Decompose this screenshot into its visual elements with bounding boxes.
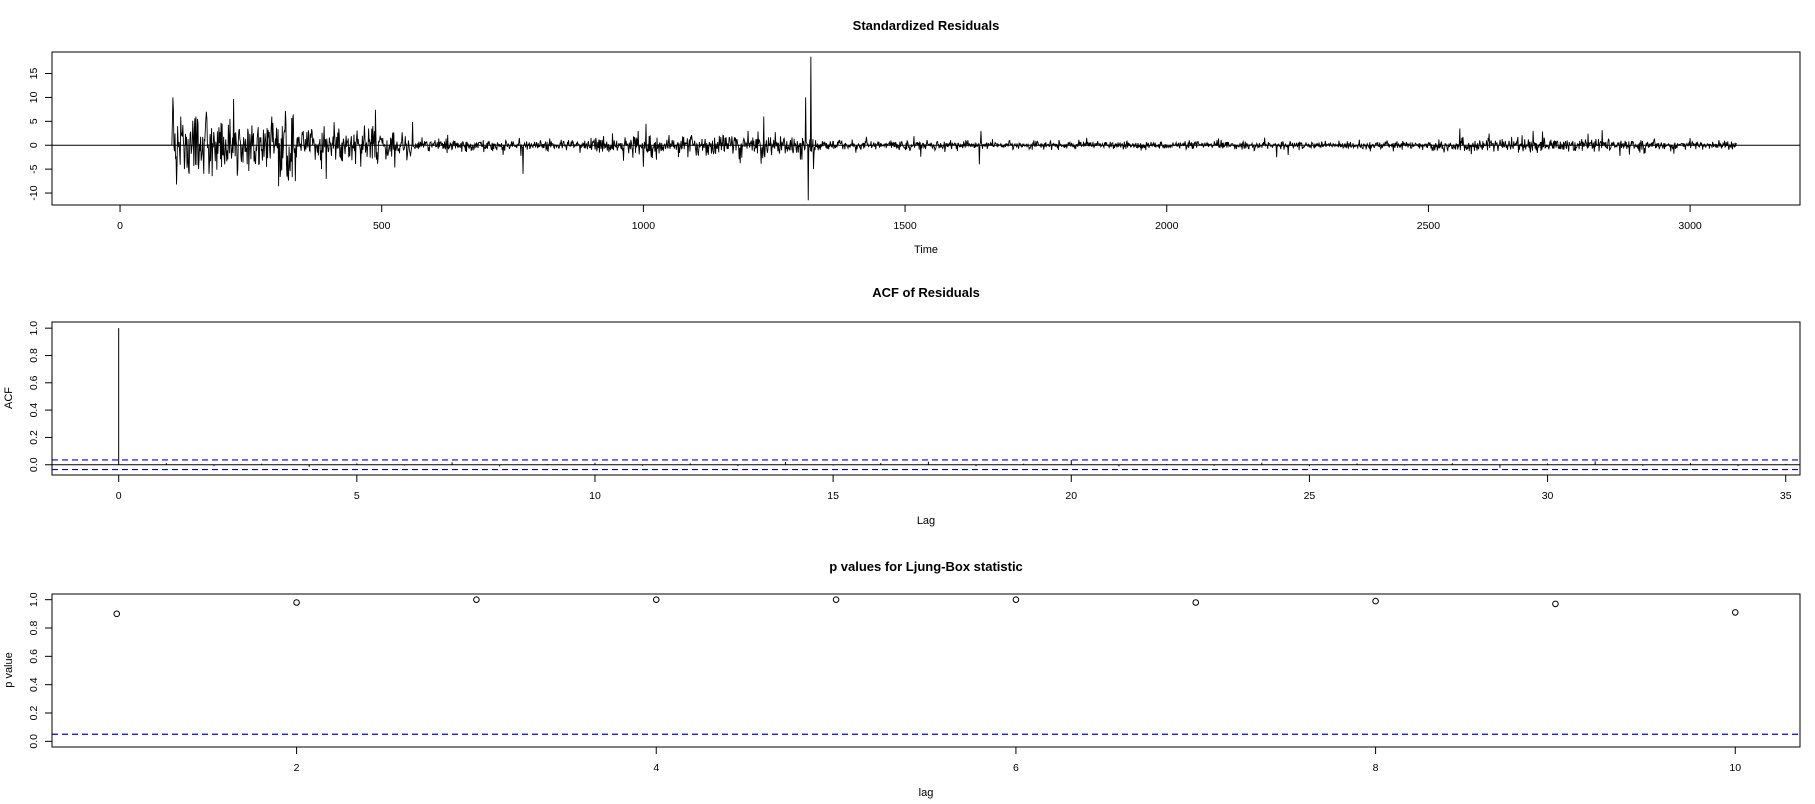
ljung-box-point: [1192, 599, 1200, 606]
ljung-box-y-tick-label: 0.0: [28, 734, 40, 749]
residuals-x-axis: 0 500 1000 1500 2000 2500 3000: [117, 205, 1702, 232]
ljung-box-y-tick-label: 0.8: [28, 621, 40, 636]
ljung-box-xlabel: lag: [919, 787, 934, 799]
acf-y-axis: 0.0 0.2 0.4 0.6 0.8 1.0: [28, 321, 52, 472]
residuals-x-tick-label: 1500: [893, 220, 917, 232]
residuals-y-tick-label: -10: [28, 185, 40, 200]
ljung-box-y-tick-label: 0.4: [28, 677, 40, 692]
acf-x-tick-label: 30: [1542, 490, 1554, 502]
ljung-box-point: [293, 599, 300, 606]
acf-ylabel: ACF: [3, 387, 15, 409]
residuals-x-tick-label: 500: [373, 220, 391, 232]
ljung-box-point: [113, 610, 121, 618]
residuals-xlabel: Time: [914, 244, 938, 256]
residuals-y-tick-label: 5: [28, 118, 40, 124]
acf-y-tick-label: 0.4: [28, 403, 40, 418]
ljung-box-y-tick-label: 0.6: [28, 649, 40, 664]
ljung-box-x-tick-label: 10: [1729, 762, 1741, 774]
residuals-y-tick-label: 15: [28, 68, 40, 80]
acf-x-tick-label: 10: [589, 490, 601, 502]
ljung-box-x-tick-label: 4: [653, 762, 659, 774]
ljung-box-series: [52, 596, 1800, 735]
acf-y-tick-label: 0.8: [28, 348, 40, 363]
acf-y-tick-label: 0.0: [28, 457, 40, 472]
ljung-box-ylabel: p value: [3, 652, 15, 687]
acf-x-tick-label: 25: [1304, 490, 1316, 502]
ljung-box-x-tick-label: 2: [294, 762, 300, 774]
ljung-box-point: [1552, 600, 1559, 608]
residuals-x-tick-label: 3000: [1678, 220, 1702, 232]
acf-xlabel: Lag: [917, 515, 935, 527]
ljung-box-x-axis: 2 4 6 8 10: [294, 747, 1741, 774]
ljung-box-title: p values for Ljung-Box statistic: [829, 559, 1023, 574]
residuals-panel: Standardized Residuals 0 500 1000 1500 2000 2…: [28, 18, 1801, 256]
ljung-box-x-tick-label: 6: [1013, 762, 1019, 774]
ljung-box-point: [652, 596, 660, 603]
residuals-y-tick-label: -5: [28, 164, 40, 173]
ljung-box-point: [1012, 596, 1020, 603]
ljung-box-point: [1731, 609, 1739, 616]
ljung-box-point: [1372, 597, 1379, 605]
acf-x-tick-label: 5: [354, 490, 360, 502]
acf-x-axis: 0 5 10 15 20 25 30 35: [116, 475, 1792, 502]
residuals-plot-frame: [51, 51, 1801, 206]
residuals-x-tick-label: 2500: [1417, 220, 1441, 232]
residuals-x-tick-label: 2000: [1155, 220, 1179, 232]
ljung-box-point: [473, 596, 480, 603]
acf-x-tick-label: 35: [1780, 490, 1792, 502]
acf-y-tick-label: 1.0: [28, 321, 40, 336]
ljung-box-y-axis: 0.0 0.2 0.4 0.6 0.8 1.0: [28, 592, 52, 749]
ljung-box-panel: p values for Ljung-Box statistic 2 4 6 8 10 …: [3, 559, 1801, 799]
residuals-x-tick-label: 0: [117, 220, 123, 232]
acf-y-tick-label: 0.6: [28, 375, 40, 390]
acf-y-tick-label: 0.2: [28, 430, 40, 445]
residuals-line: [120, 56, 1737, 201]
acf-x-tick-label: 15: [827, 490, 839, 502]
acf-plot-frame: [51, 321, 1801, 476]
residuals-x-tick-label: 1000: [632, 220, 656, 232]
ljung-box-plot-frame: [51, 593, 1801, 748]
residuals-y-tick-label: 0: [28, 142, 40, 148]
residuals-y-tick-label: 10: [28, 91, 40, 103]
residuals-series: [52, 56, 1800, 201]
acf-x-tick-label: 0: [116, 490, 122, 502]
residuals-y-axis: -10 -5 0 5 10 15: [28, 68, 52, 201]
ljung-box-y-tick-label: 1.0: [28, 592, 40, 607]
ljung-box-x-tick-label: 8: [1373, 762, 1379, 774]
ljung-box-y-tick-label: 0.2: [28, 706, 40, 721]
ljung-box-point: [832, 596, 840, 603]
acf-title: ACF of Residuals: [872, 285, 980, 300]
acf-x-tick-label: 20: [1065, 490, 1077, 502]
residuals-title: Standardized Residuals: [853, 18, 1000, 33]
acf-panel: ACF of Residuals 0 5 10 15 20 25 30 35 0.00.20.…: [3, 285, 1801, 527]
acf-series: [52, 328, 1800, 471]
